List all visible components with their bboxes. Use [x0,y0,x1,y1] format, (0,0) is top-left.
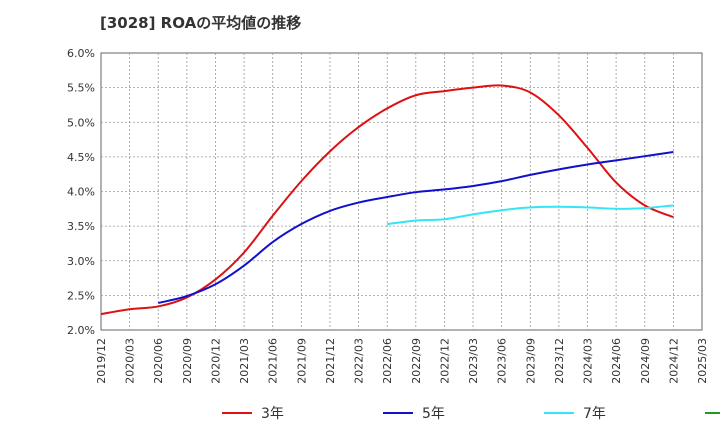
x-tick-label: 2021/06 [267,338,280,384]
x-tick-label: 2022/06 [381,338,394,384]
x-tick-label: 2022/03 [353,338,366,384]
y-tick-label: 2.0% [67,324,95,337]
y-tick-label: 5.5% [67,82,95,95]
x-tick-label: 2021/09 [295,338,308,384]
x-tick-label: 2024/03 [582,338,595,384]
x-tick-label: 2019/12 [95,338,108,384]
chart-title: [3028] ROAの平均値の推移 [100,14,302,32]
y-tick-label: 3.5% [67,220,95,233]
x-tick-label: 2022/09 [410,338,423,384]
axes: 2.0% 2.5% 3.0% 3.5% 4.0% 4.5% 5.0% 5.5% 6.0% 2019… [67,47,709,384]
y-tick-label: 3.0% [67,255,95,268]
x-tick-label: 2021/03 [238,338,251,384]
x-tick-label: 2024/12 [667,338,680,384]
x-tick-label: 2025/03 [696,338,709,384]
x-tick-label: 2024/09 [639,338,652,384]
y-tick-label: 4.5% [67,151,95,164]
x-tick-label: 2020/06 [152,338,165,384]
x-tick-label: 2023/09 [524,338,537,384]
series-lines [100,84,674,316]
x-tick-label: 2024/06 [610,338,623,384]
x-tick-label: 2021/12 [324,338,337,384]
x-tick-label: 2023/03 [467,338,480,384]
legend-label: 5年 [422,406,445,422]
grid [100,52,703,331]
x-tick-label: 2022/12 [438,338,451,384]
y-tick-label: 6.0% [67,47,95,60]
x-tick-label: 2020/12 [209,338,222,384]
y-tick-label: 5.0% [67,116,95,129]
x-tick-label: 2023/06 [496,338,509,384]
series-line-3 [387,204,674,226]
x-tick-label: 2020/03 [124,338,137,384]
legend: 3年5年7年10年 [222,406,720,422]
y-tick-label: 4.0% [67,186,95,199]
legend-label: 7年 [583,406,606,422]
y-tick-label: 2.5% [67,289,95,302]
series-line-2 [158,151,674,304]
x-tick-label: 2023/12 [553,338,566,384]
x-tick-label: 2020/09 [181,338,194,384]
legend-label: 3年 [261,406,284,422]
